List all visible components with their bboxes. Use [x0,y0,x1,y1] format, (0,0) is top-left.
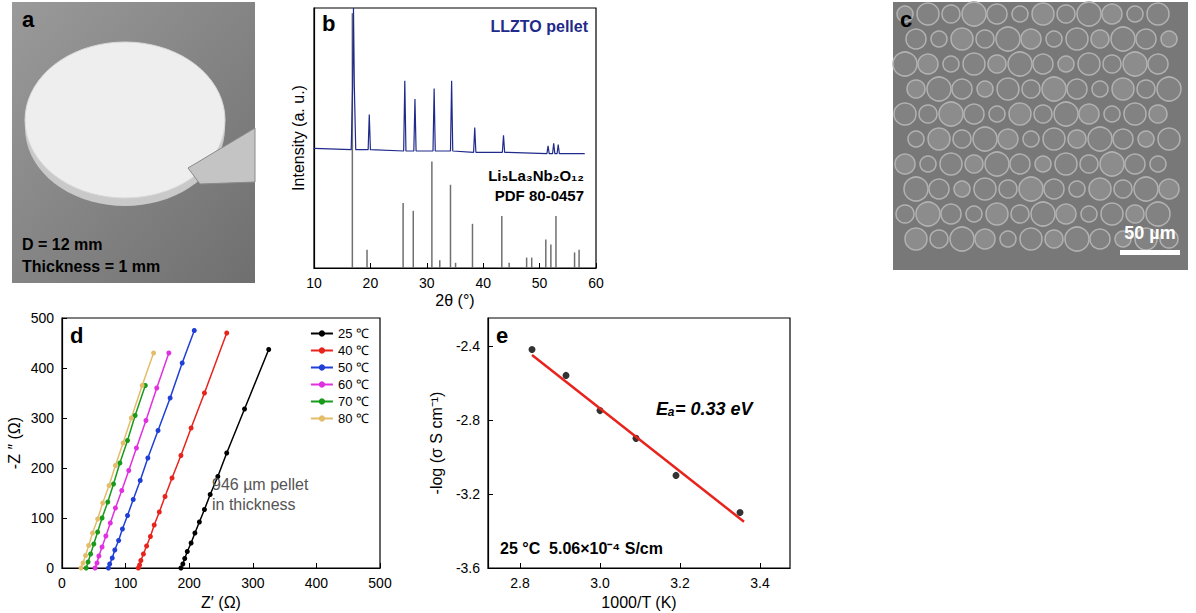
svg-text:50: 50 [532,275,548,291]
svg-text:100: 100 [114,575,138,591]
svg-text:400: 400 [305,575,329,591]
svg-text:-2.8: -2.8 [456,412,480,428]
svg-text:3.4: 3.4 [750,575,770,591]
svg-text:25 ℃: 25 ℃ [338,326,369,341]
svg-text:Eₐ= 0.33 eV: Eₐ= 0.33 eV [656,399,754,419]
svg-text:-3.2: -3.2 [456,486,480,502]
svg-text:in thickness: in thickness [212,496,296,513]
svg-text:40 ℃: 40 ℃ [338,343,369,358]
svg-text:200: 200 [178,575,202,591]
svg-text:Thickness = 1 mm: Thickness = 1 mm [22,258,160,275]
svg-text:200: 200 [31,460,55,476]
svg-text:1000/T (K): 1000/T (K) [601,594,676,611]
svg-text:300: 300 [31,410,55,426]
svg-text:25 °C 5.06×10⁻⁴ S/cm: 25 °C 5.06×10⁻⁴ S/cm [500,540,663,557]
svg-text:3.2: 3.2 [670,575,690,591]
svg-text:60 ℃: 60 ℃ [338,377,369,392]
svg-text:-2.4: -2.4 [456,338,480,354]
svg-text:0: 0 [46,560,54,576]
svg-text:a: a [22,7,35,32]
svg-text:D = 12 mm: D = 12 mm [22,236,102,253]
svg-text:50 ℃: 50 ℃ [338,360,369,375]
svg-text:500: 500 [368,575,392,591]
svg-text:c: c [900,7,912,32]
svg-text:80 ℃: 80 ℃ [338,411,369,426]
svg-text:0: 0 [58,575,66,591]
svg-text:400: 400 [31,360,55,376]
svg-text:-Z ″ (Ω): -Z ″ (Ω) [6,417,23,469]
svg-text:3.0: 3.0 [590,575,610,591]
svg-text:LLZTO pellet: LLZTO pellet [491,18,589,35]
svg-text:100: 100 [31,510,55,526]
svg-text:10: 10 [306,275,322,291]
svg-text:50 µm: 50 µm [1124,223,1175,243]
svg-text:PDF 80-0457: PDF 80-0457 [495,187,584,204]
svg-text:e: e [496,323,508,348]
svg-text:500: 500 [31,310,55,326]
svg-text:40: 40 [475,275,491,291]
svg-text:70 ℃: 70 ℃ [338,394,369,409]
svg-text:Intensity (a. u.): Intensity (a. u.) [290,85,307,191]
svg-text:2.8: 2.8 [510,575,530,591]
svg-text:b: b [322,11,335,36]
svg-text:20: 20 [363,275,379,291]
svg-text:d: d [70,323,83,348]
svg-text:-3.6: -3.6 [456,560,480,576]
svg-text:60: 60 [588,275,604,291]
svg-text:946 µm pellet: 946 µm pellet [212,476,309,493]
svg-text:-log (σ S cm⁻¹): -log (σ S cm⁻¹) [428,392,445,495]
svg-text:30: 30 [419,275,435,291]
svg-text:Z′ (Ω): Z′ (Ω) [201,594,241,611]
svg-text:Li₅La₃Nb₂O₁₂: Li₅La₃Nb₂O₁₂ [488,167,584,184]
svg-text:300: 300 [241,575,265,591]
svg-text:2θ (°): 2θ (°) [435,292,474,309]
